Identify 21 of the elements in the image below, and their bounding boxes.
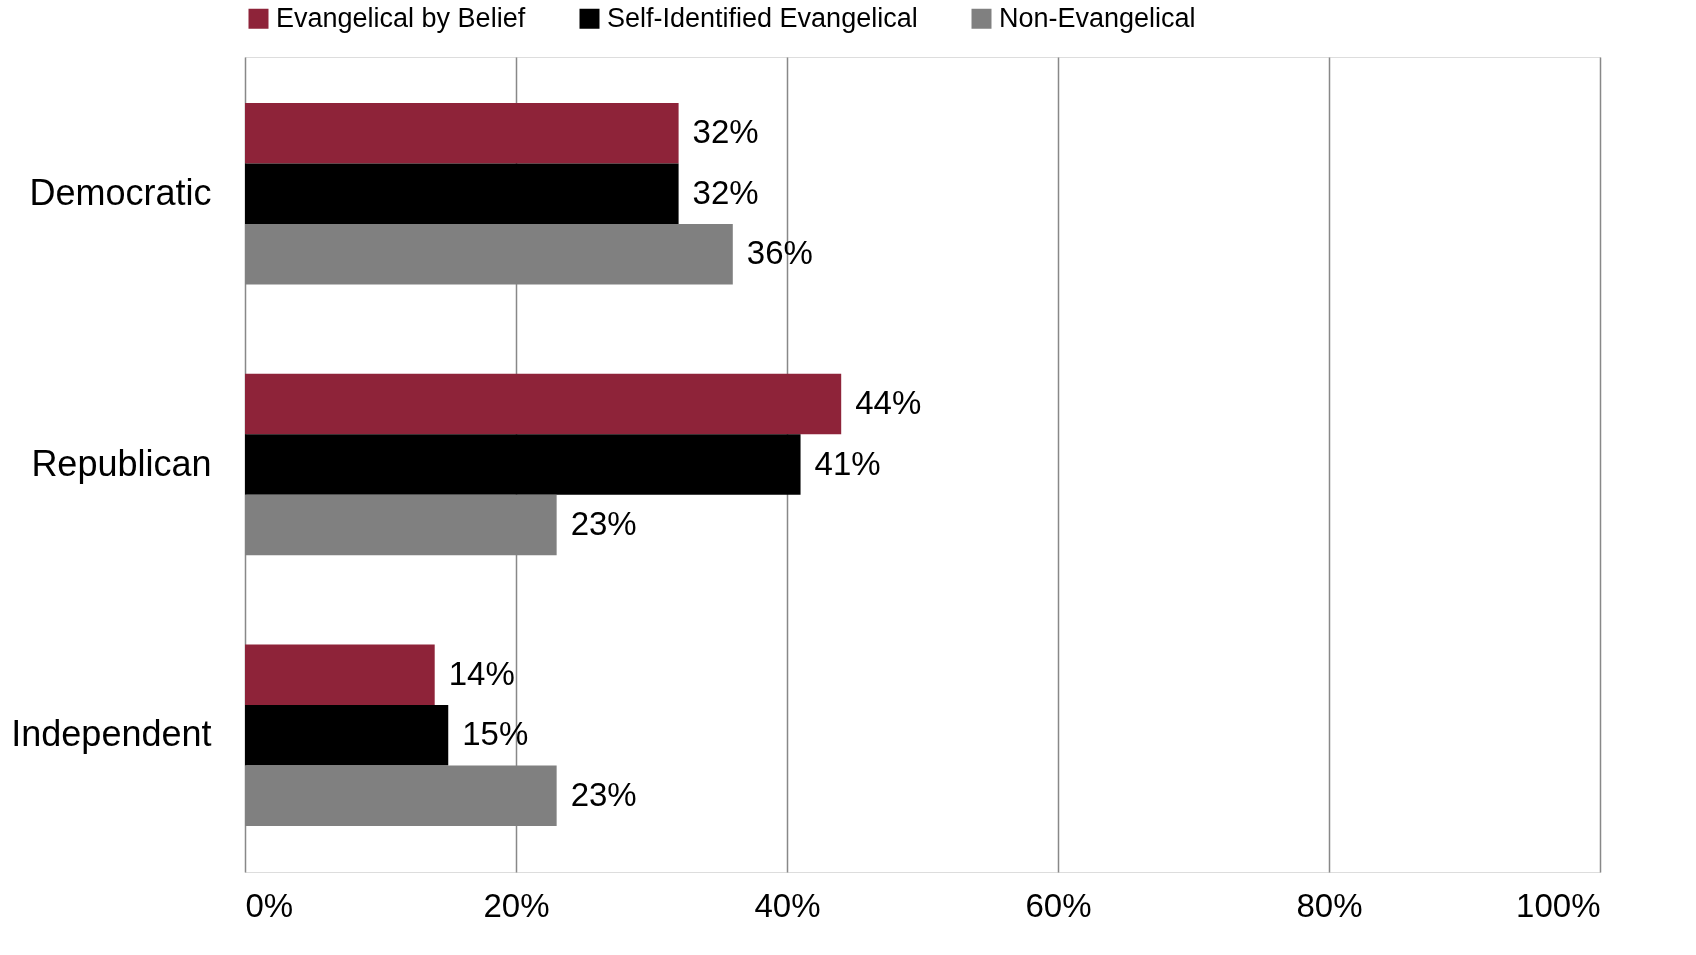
x-tick-label: 40% [754, 886, 821, 924]
legend-label: Non-Evangelical [999, 2, 1196, 33]
y-tick-label: Independent [11, 713, 212, 755]
x-tick-label: 20% [483, 886, 550, 924]
x-tick-label: 80% [1296, 886, 1363, 924]
y-tick-label: Democratic [29, 171, 212, 213]
data-label: 44% [855, 384, 922, 422]
x-tick-label: 100% [1516, 886, 1601, 924]
data-label: 14% [448, 654, 515, 692]
x-tick-label: 0% [245, 886, 294, 924]
x-tick-label: 60% [1025, 886, 1092, 924]
data-label: 15% [462, 715, 529, 753]
data-label: 36% [746, 234, 813, 272]
data-label: 32% [692, 173, 759, 211]
y-tick-label: Republican [31, 442, 212, 484]
data-label: 32% [692, 113, 759, 151]
data-label: 23% [570, 775, 637, 813]
legend-label: Evangelical by Belief [276, 2, 526, 33]
data-label: 41% [814, 444, 881, 482]
legend-label: Self-Identified Evangelical [607, 2, 918, 33]
data-label: 23% [570, 504, 637, 542]
